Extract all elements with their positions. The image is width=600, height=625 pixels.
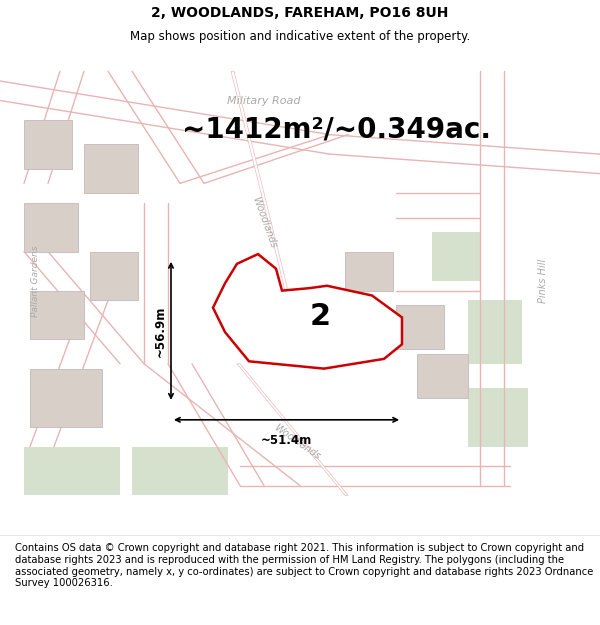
Polygon shape: [90, 252, 138, 301]
Text: ~1412m²/~0.349ac.: ~1412m²/~0.349ac.: [182, 116, 491, 144]
Text: 2: 2: [310, 302, 331, 331]
Polygon shape: [237, 364, 348, 496]
Text: ~56.9m: ~56.9m: [154, 305, 167, 356]
Polygon shape: [30, 291, 84, 339]
Text: Map shows position and indicative extent of the property.: Map shows position and indicative extent…: [130, 30, 470, 43]
Polygon shape: [24, 447, 120, 496]
Text: Pinks Hill: Pinks Hill: [538, 259, 548, 303]
Polygon shape: [30, 369, 102, 427]
Text: Contains OS data © Crown copyright and database right 2021. This information is : Contains OS data © Crown copyright and d…: [15, 543, 593, 588]
Text: Military Road: Military Road: [227, 96, 301, 106]
Polygon shape: [345, 252, 393, 291]
Text: 2, WOODLANDS, FAREHAM, PO16 8UH: 2, WOODLANDS, FAREHAM, PO16 8UH: [151, 6, 449, 20]
Text: ~51.4m: ~51.4m: [261, 434, 312, 447]
Polygon shape: [468, 301, 522, 364]
Text: Woodlands: Woodlands: [250, 195, 278, 249]
Text: Pallant Gardens: Pallant Gardens: [32, 245, 41, 317]
Polygon shape: [24, 203, 78, 252]
Polygon shape: [417, 354, 468, 398]
Polygon shape: [84, 144, 138, 193]
Polygon shape: [432, 232, 480, 281]
Polygon shape: [132, 447, 228, 496]
Polygon shape: [396, 305, 444, 349]
Polygon shape: [213, 254, 402, 369]
Polygon shape: [468, 388, 528, 447]
Polygon shape: [231, 71, 306, 364]
Text: Woodlands: Woodlands: [272, 422, 322, 461]
Polygon shape: [24, 120, 72, 169]
